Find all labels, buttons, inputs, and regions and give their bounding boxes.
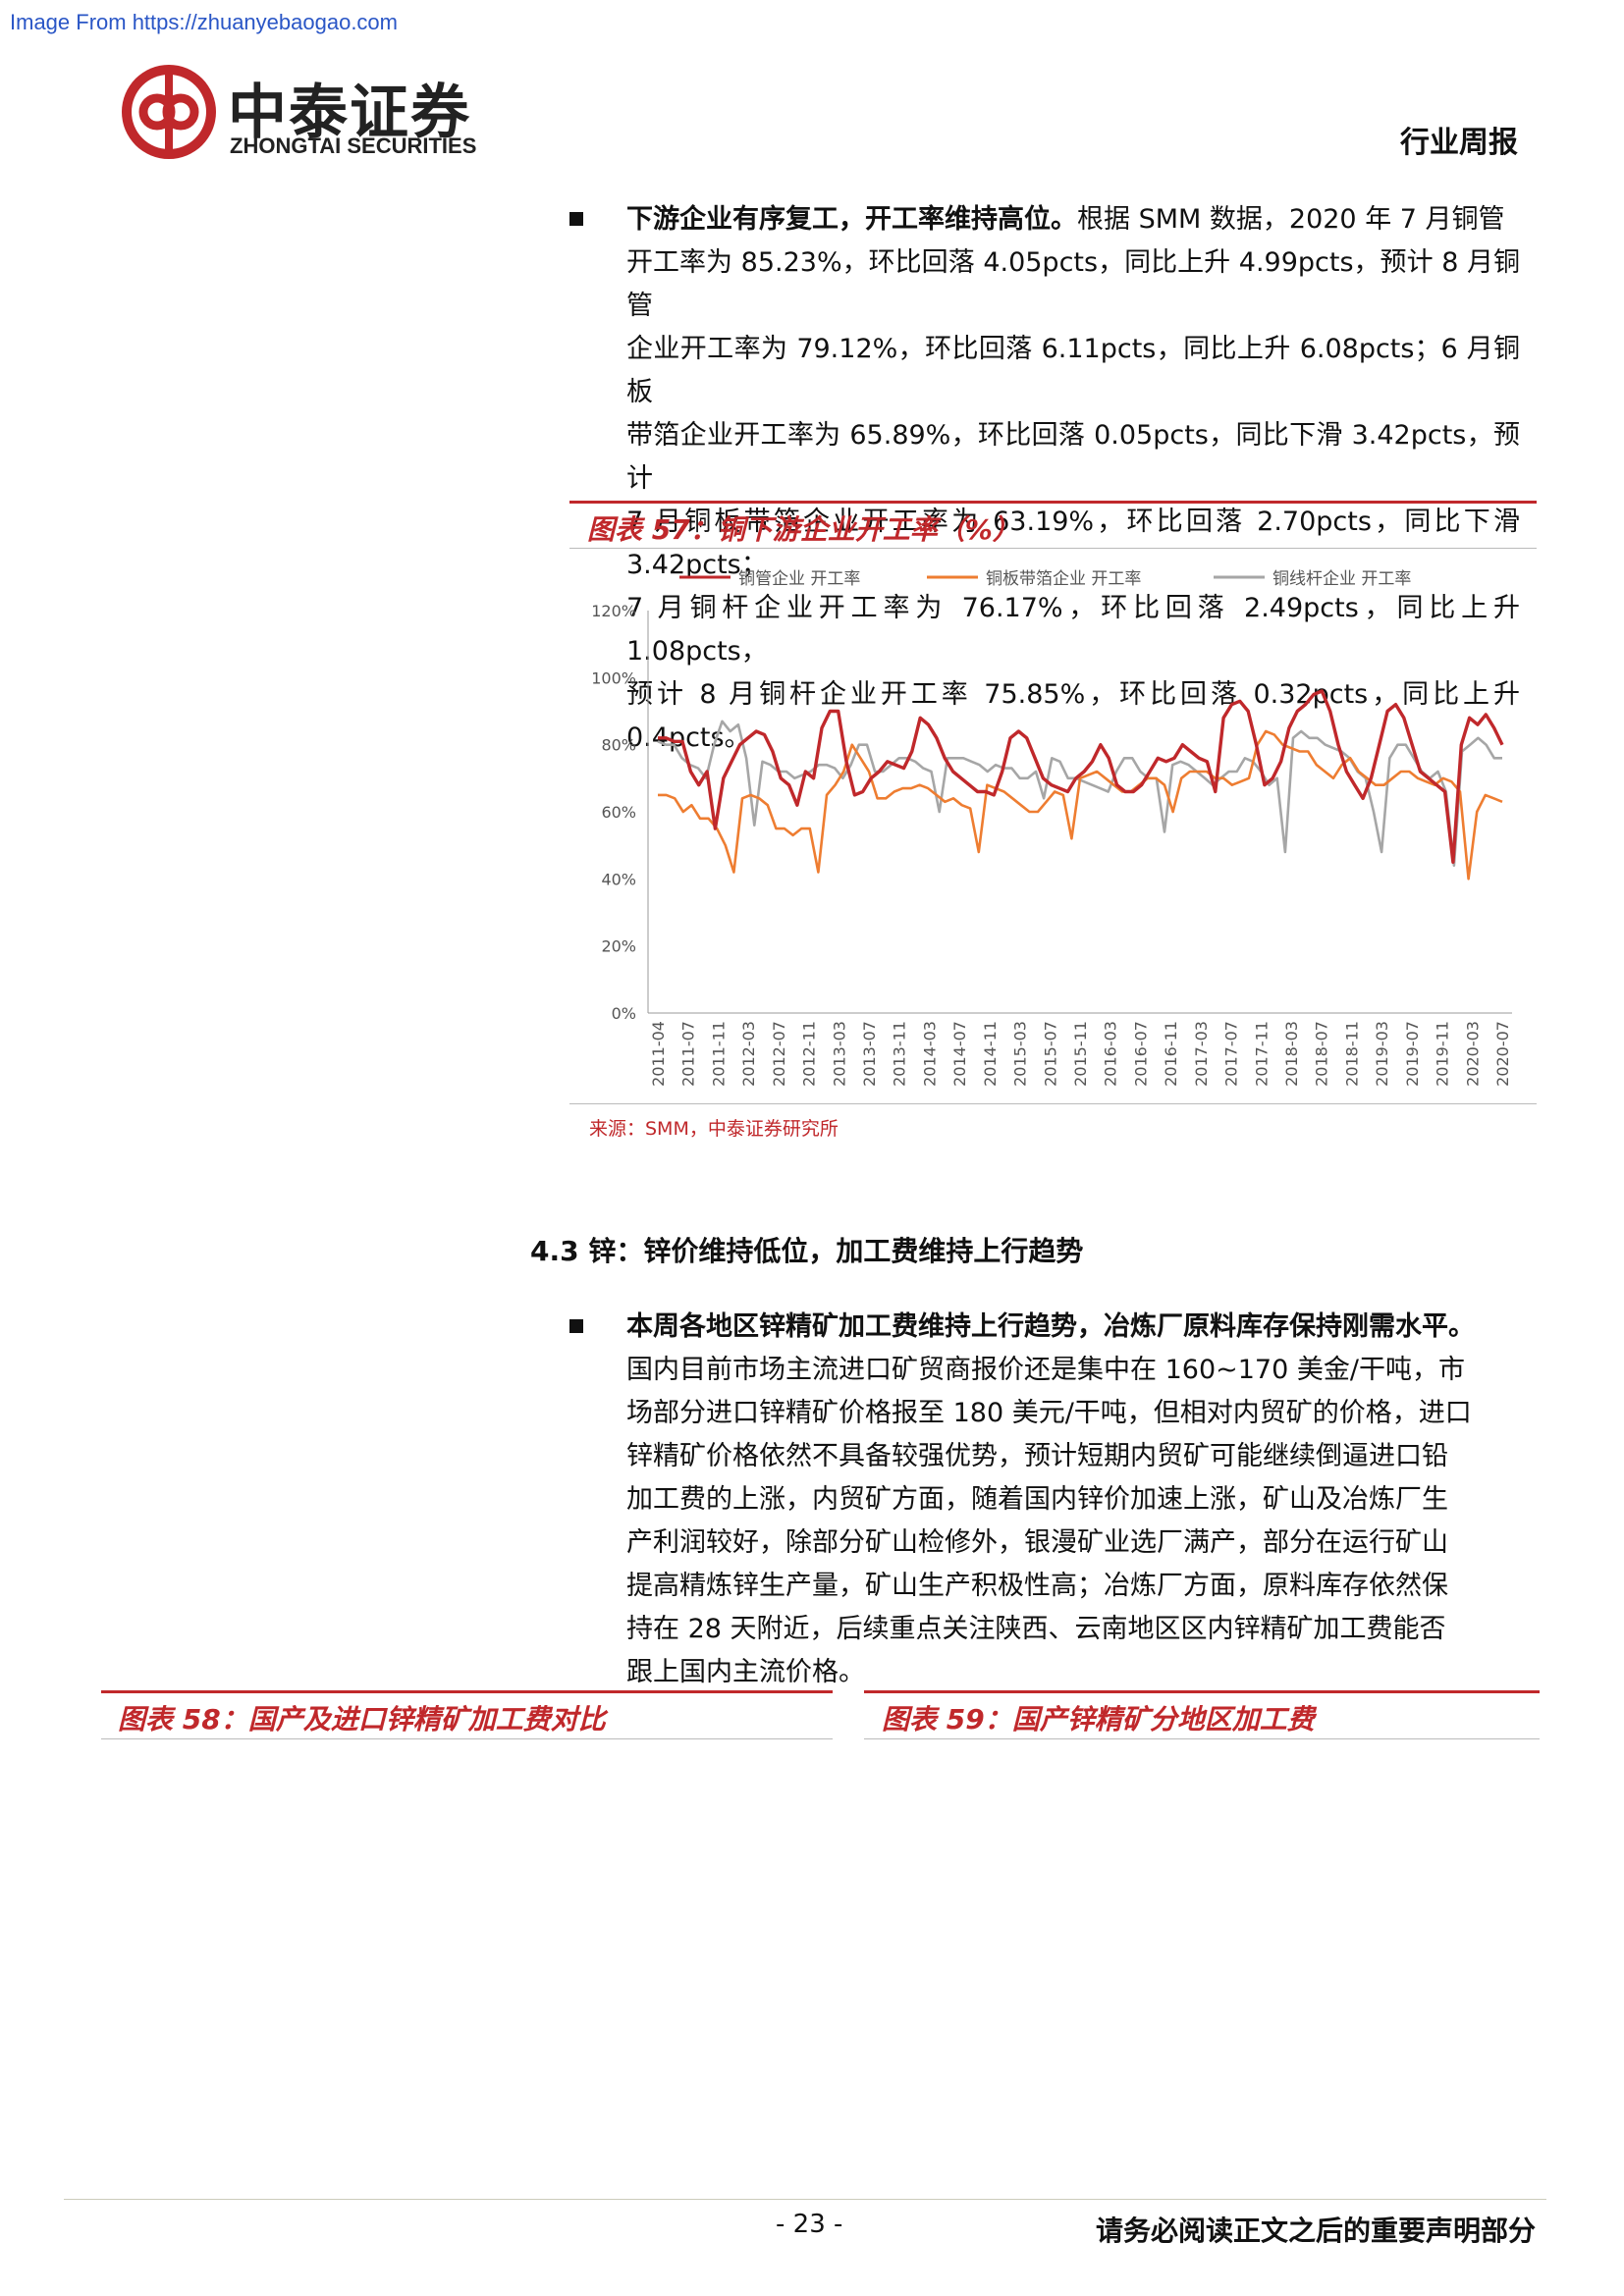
report-type: 行业周报 <box>1400 126 1518 160</box>
legend-item: 铜管企业 开工率 <box>679 569 860 589</box>
y-tick-label: 60% <box>601 803 636 822</box>
para2-line-7: 跟上国内主流价格。 <box>626 1657 865 1687</box>
copy-utilization-chart: 铜管企业 开工率 铜板带箔企业 开工率 铜线杆企业 开工率 0% 20% 40% 60% 8… <box>591 569 1512 1087</box>
bullet-square-icon <box>569 212 583 226</box>
x-tick-label: 2020-03 <box>1463 1021 1482 1087</box>
x-tick-label: 2014-07 <box>950 1021 969 1087</box>
paragraph-zinc-concentrate: 本周各地区锌精矿加工费维持上行趋势，冶炼厂原料库存保持刚需水平。 国内目前市场主… <box>626 1306 1520 1694</box>
x-axis: 2011-04 2011-07 2011-11 2012-03 2012-07 2012-… <box>648 1012 1512 1087</box>
y-tick-label: 120% <box>591 602 636 620</box>
x-tick-label: 2013-11 <box>891 1021 909 1087</box>
footer-rule <box>64 2199 1546 2200</box>
x-tick-label: 2018-07 <box>1313 1021 1331 1087</box>
para2-lead: 本周各地区锌精矿加工费维持上行趋势，冶炼厂原料库存保持刚需水平。 <box>626 1311 1475 1342</box>
para1-line-3: 带箔企业开工率为 65.89%，环比回落 0.05pcts，同比下滑 3.42p… <box>626 420 1520 494</box>
para2-line-6: 持在 28 天附近，后续重点关注陕西、云南地区区内锌精矿加工费能否 <box>626 1614 1446 1644</box>
para1-line-5: 7 月铜杆企业开工率为 76.17%，环比回落 2.49pcts，同比上升 1.… <box>626 593 1520 667</box>
x-tick-label: 2017-07 <box>1222 1021 1241 1087</box>
para2-line-0: 国内目前市场主流进口矿贸商报价还是集中在 160~170 美金/干吨，市 <box>626 1355 1465 1385</box>
footer-disclaimer: 请务必阅读正文之后的重要声明部分 <box>1095 2215 1536 2247</box>
legend-item: 铜板带箔企业 开工率 <box>927 569 1141 589</box>
figure-source: 来源：SMM，中泰证券研究所 <box>589 1118 839 1140</box>
section-title: 4.3 锌：锌价维持低位，加工费维持上行趋势 <box>530 1235 1084 1267</box>
x-tick-label: 2011-07 <box>679 1021 698 1087</box>
series-line <box>657 720 1502 868</box>
x-tick-label: 2016-03 <box>1102 1021 1120 1087</box>
x-tick-label: 2017-03 <box>1192 1021 1211 1087</box>
x-tick-label: 2017-11 <box>1252 1021 1271 1087</box>
chart-series-lines <box>657 689 1504 881</box>
figure-59-top-rule <box>864 1690 1540 1693</box>
page-number: - 23 - <box>776 2210 843 2239</box>
series-line <box>658 729 1503 881</box>
y-axis: 0% 20% 40% 60% 80% 100% 120% <box>591 602 649 1023</box>
x-tick-label: 2012-03 <box>739 1021 758 1087</box>
x-tick-label: 2019-03 <box>1373 1021 1391 1087</box>
x-tick-label: 2014-11 <box>981 1021 1000 1087</box>
figure-58-bottom-rule <box>101 1738 833 1739</box>
figure-58-caption: 图表 58：国产及进口锌精矿加工费对比 <box>118 1703 606 1735</box>
zhongtai-logo-icon <box>122 65 216 159</box>
logo-chinese-name: 中泰证券 <box>228 79 471 147</box>
x-tick-label: 2020-07 <box>1493 1021 1512 1087</box>
x-tick-label: 2015-11 <box>1071 1021 1090 1087</box>
x-tick-label: 2016-07 <box>1131 1021 1150 1087</box>
logo-english-name: ZHONGTAI SECURITIES <box>230 133 477 158</box>
x-tick-label: 2013-07 <box>860 1021 879 1087</box>
para2-line-1: 场部分进口锌精矿价格报至 180 美元/干吨，但相对内贸矿的价格，进口 <box>626 1398 1472 1428</box>
para2-line-2: 锌精矿价格依然不具备较强优势，预计短期内贸矿可能继续倒逼进口铅 <box>626 1441 1448 1471</box>
para1-line-2: 企业开工率为 79.12%，环比回落 6.11pcts，同比上升 6.08pct… <box>626 334 1520 407</box>
x-tick-label: 2019-07 <box>1403 1021 1422 1087</box>
y-tick-label: 40% <box>601 870 636 888</box>
x-tick-label: 2018-03 <box>1282 1021 1301 1087</box>
company-logo: 中泰证券 ZHONGTAI SECURITIES <box>118 61 491 163</box>
legend-label: 铜板带箔企业 开工率 <box>986 569 1141 589</box>
para2-line-4: 产利润较好，除部分矿山检修外，银漫矿业选厂满产，部分在运行矿山 <box>626 1527 1448 1558</box>
bullet-square-icon <box>569 1319 583 1333</box>
x-tick-label: 2012-11 <box>800 1021 819 1087</box>
y-tick-label: 20% <box>601 937 636 956</box>
x-tick-label: 2015-03 <box>1011 1021 1030 1087</box>
para2-line-5: 提高精炼锌生产量，矿山生产积极性高；冶炼厂方面，原料库存依然保 <box>626 1571 1448 1601</box>
watermark-url[interactable]: Image From https://zhuanyebaogao.com <box>10 10 398 34</box>
legend-item: 铜线杆企业 开工率 <box>1214 569 1411 589</box>
x-tick-label: 2011-11 <box>709 1021 728 1087</box>
figure-top-rule <box>569 501 1537 504</box>
para1-line-6: 预计 8 月铜杆企业开工率 75.85%，环比回落 0.32pcts，同比上升 … <box>626 679 1520 753</box>
x-tick-label: 2019-11 <box>1434 1021 1452 1087</box>
para2-line-3: 加工费的上涨，内贸矿方面，随着国内锌价加速上涨，矿山及冶炼厂生 <box>626 1484 1448 1515</box>
x-tick-label: 2013-03 <box>830 1021 848 1087</box>
figure-caption-rule <box>569 548 1537 549</box>
x-tick-label: 2015-07 <box>1041 1021 1059 1087</box>
para1-line-1: 开工率为 85.23%，环比回落 4.05pcts，同比上升 4.99pcts，… <box>626 247 1520 321</box>
x-tick-label: 2016-11 <box>1162 1021 1180 1087</box>
chart-legend: 铜管企业 开工率 铜板带箔企业 开工率 铜线杆企业 开工率 <box>679 569 1411 589</box>
figure-58-top-rule <box>101 1690 833 1693</box>
series-line <box>658 689 1504 864</box>
figure-59-bottom-rule <box>864 1738 1540 1739</box>
y-tick-label: 100% <box>591 668 636 687</box>
para1-line-4: 7 月铜板带箔企业开工率为 63.19%，环比回落 2.70pcts，同比下滑 … <box>626 507 1520 580</box>
legend-label: 铜管企业 开工率 <box>738 569 860 589</box>
x-tick-label: 2011-04 <box>649 1021 668 1087</box>
y-tick-label: 0% <box>612 1004 636 1023</box>
x-tick-label: 2014-03 <box>920 1021 939 1087</box>
figure-bottom-rule <box>569 1103 1537 1104</box>
paragraph-copy-downstream: 下游企业有序复工，开工率维持高位。根据 SMM 数据，2020 年 7 月铜管 … <box>626 198 1520 760</box>
legend-label: 铜线杆企业 开工率 <box>1272 569 1411 589</box>
figure-57-caption: 图表 57：铜下游企业开工率（%） <box>587 513 1020 546</box>
para1-line-0: 下游企业有序复工，开工率维持高位。根据 SMM 数据，2020 年 7 月铜管 <box>626 204 1505 235</box>
x-tick-label: 2018-11 <box>1342 1021 1361 1087</box>
y-tick-label: 80% <box>601 736 636 755</box>
x-tick-label: 2012-07 <box>770 1021 788 1087</box>
figure-59-caption: 图表 59：国产锌精矿分地区加工费 <box>882 1703 1315 1735</box>
